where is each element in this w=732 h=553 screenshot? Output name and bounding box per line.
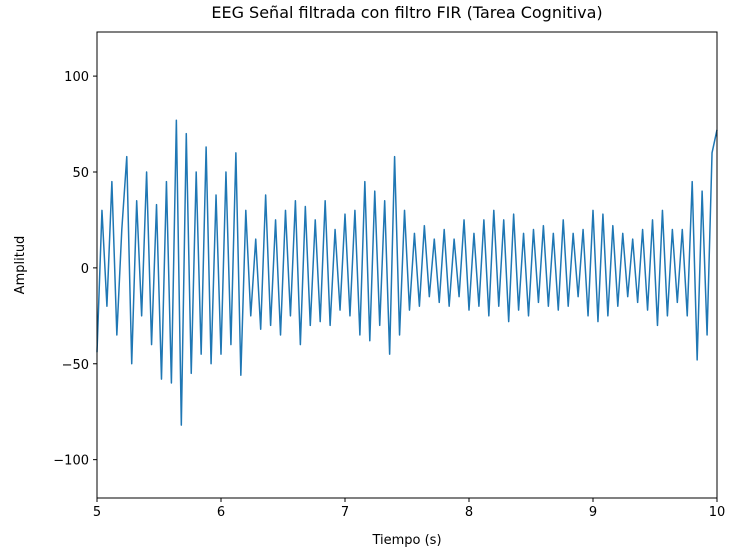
x-tick-label: 8 (465, 505, 473, 520)
x-axis-label: Tiempo (s) (371, 533, 441, 548)
y-tick-label: −100 (53, 454, 89, 469)
y-tick-label: 100 (64, 70, 89, 85)
y-tick-label: −50 (62, 358, 89, 373)
x-tick-label: 9 (589, 505, 597, 520)
signal-line (96, 119, 718, 426)
x-tick-label: 6 (217, 505, 225, 520)
x-tick-label: 5 (93, 505, 101, 520)
y-tick-label: 0 (81, 262, 89, 277)
chart-title: EEG Señal filtrada con filtro FIR (Tarea… (211, 3, 602, 22)
y-axis-label: Amplitud (13, 236, 28, 295)
x-tick-label: 10 (709, 505, 726, 520)
x-tick-label: 7 (341, 505, 349, 520)
plot-frame (96, 31, 718, 499)
y-tick-label: 50 (72, 166, 89, 181)
